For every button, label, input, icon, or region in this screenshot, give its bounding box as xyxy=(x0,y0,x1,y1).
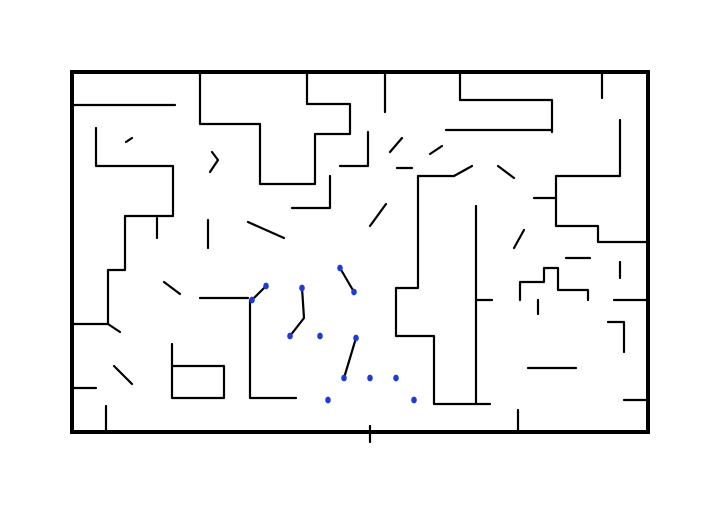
wall xyxy=(416,164,474,178)
wall xyxy=(208,150,220,174)
node-dot xyxy=(367,374,373,382)
maze-walls xyxy=(70,70,650,444)
maze-outer-border xyxy=(70,70,650,434)
wall xyxy=(554,118,650,244)
wall xyxy=(458,70,554,134)
node-dot xyxy=(341,374,347,382)
wall xyxy=(512,228,526,250)
wall xyxy=(248,298,298,400)
node-link xyxy=(250,284,268,302)
wall xyxy=(198,70,352,186)
maze-nodes xyxy=(249,264,417,404)
wall xyxy=(70,322,122,334)
wall xyxy=(338,130,370,168)
node-dot xyxy=(351,288,357,296)
wall xyxy=(606,320,626,354)
wall xyxy=(368,202,388,228)
node-dot xyxy=(263,282,269,290)
node-link xyxy=(338,266,356,294)
wall xyxy=(124,136,134,144)
node-dot xyxy=(249,296,255,304)
node-dot xyxy=(337,264,343,272)
wall xyxy=(246,220,286,240)
wall xyxy=(94,126,175,326)
wall xyxy=(162,280,182,296)
node-dot xyxy=(325,396,331,404)
node-dot xyxy=(411,396,417,404)
wall xyxy=(290,174,332,210)
wall xyxy=(388,136,404,154)
node-dot xyxy=(393,374,399,382)
node-dot xyxy=(299,284,305,292)
node-dot xyxy=(353,334,359,342)
wall xyxy=(394,174,492,406)
wall xyxy=(170,342,226,400)
wall xyxy=(112,364,134,386)
node-link xyxy=(342,336,358,380)
node-dot xyxy=(287,332,293,340)
wall xyxy=(496,164,516,180)
wall xyxy=(428,144,444,156)
wall xyxy=(518,266,590,302)
node-link xyxy=(288,286,306,338)
node-dot xyxy=(317,332,323,340)
